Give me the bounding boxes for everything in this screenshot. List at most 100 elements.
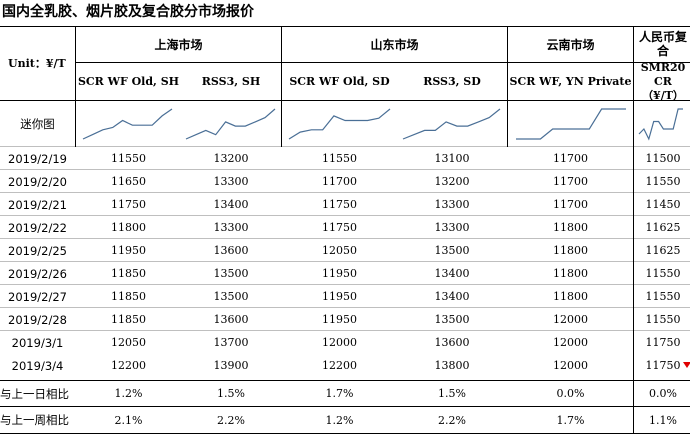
- price-cell: 11625: [645, 221, 681, 234]
- price-cell: 11950: [322, 313, 357, 326]
- price-cell: 13500: [434, 244, 470, 257]
- change-cell: 1.5%: [217, 387, 245, 400]
- change-cell: 1.7%: [556, 413, 585, 427]
- price-cell: 11700: [322, 175, 357, 188]
- price-cell: 11450: [645, 198, 681, 211]
- price-cell: 12200: [322, 359, 357, 372]
- price-cell: 11750: [322, 198, 357, 211]
- price-cell: 13900: [213, 359, 249, 372]
- price-cell: 11850: [111, 267, 146, 280]
- change-cell: 2.2%: [438, 413, 466, 427]
- sparkline-row-label: 迷你图: [20, 116, 55, 131]
- price-cell: 12200: [111, 359, 146, 372]
- sparkline-smr20: [638, 108, 683, 141]
- sparkline-scr-wf-sd: [288, 108, 391, 140]
- price-cell: 13300: [213, 175, 249, 188]
- price-cell: 13400: [434, 267, 470, 280]
- group-header-shandong: 山东市场: [370, 37, 419, 52]
- row-date: 2019/2/25: [8, 243, 67, 258]
- price-cell: 11550: [645, 290, 681, 303]
- group-header-yunnan: 云南市场: [546, 37, 595, 52]
- change-cell: 0.0%: [649, 387, 677, 400]
- price-cell: 11800: [553, 244, 588, 257]
- change-cell: 2.2%: [217, 413, 245, 427]
- row-date: 2019/2/19: [8, 151, 67, 166]
- row-date: 2019/2/22: [8, 220, 67, 235]
- change-cell: 0.0%: [556, 387, 585, 400]
- price-cell: 11800: [111, 221, 146, 234]
- price-cell: 12050: [322, 244, 357, 257]
- price-cell: 11550: [645, 175, 681, 188]
- sparkline-scr-wf-yn: [516, 108, 626, 140]
- price-table: Unit：¥/T 上海市场 山东市场 云南市场 人民币复合 SCR WF Old…: [0, 26, 690, 434]
- price-cell: 13500: [213, 290, 249, 303]
- price-cell: 12050: [111, 336, 146, 349]
- price-cell: 11950: [322, 267, 357, 280]
- column-header-rss3-sd: RSS3, SD: [423, 75, 481, 88]
- summary-label: 与上一日相比: [0, 386, 69, 401]
- price-cell: 13600: [213, 244, 249, 257]
- price-cell: 13700: [213, 336, 249, 349]
- price-cell: 11850: [111, 290, 146, 303]
- price-cell: 11800: [553, 221, 588, 234]
- change-cell: 2.1%: [114, 413, 143, 427]
- page-title: 国内全乳胶、烟片胶及复合胶分市场报价: [2, 4, 254, 20]
- price-cell: 13600: [434, 336, 470, 349]
- marker-icon: [683, 362, 690, 368]
- price-cell: 11800: [553, 290, 588, 303]
- price-cell: 13400: [434, 290, 470, 303]
- price-cell: 13200: [213, 152, 249, 165]
- sparkline-rss3-sd: [402, 108, 501, 140]
- price-cell: 13100: [434, 152, 470, 165]
- price-cell: 11550: [645, 267, 681, 280]
- row-date: 2019/2/28: [8, 312, 67, 327]
- price-cell: 11625: [645, 244, 681, 257]
- price-cell: 11750: [111, 198, 146, 211]
- price-cell: 12000: [553, 313, 588, 326]
- price-cell: 13500: [434, 313, 470, 326]
- column-header-scr-wf-sh: SCR WF Old, SH: [77, 75, 180, 88]
- change-cell: 1.2%: [114, 387, 143, 400]
- price-cell: 13200: [434, 175, 470, 188]
- price-cell: 11650: [111, 175, 146, 188]
- price-cell: 11700: [553, 198, 588, 211]
- column-header-scr-wf-yn: SCR WF, YN Private: [509, 75, 632, 88]
- row-date: 2019/3/4: [11, 358, 64, 373]
- row-date: 2019/2/21: [8, 197, 67, 212]
- price-cell: 11750: [645, 336, 681, 349]
- row-date: 2019/2/27: [8, 289, 67, 304]
- group-header-shanghai: 上海市场: [154, 37, 203, 52]
- unit-label: Unit：¥/T: [8, 57, 66, 70]
- price-cell: 11550: [111, 152, 146, 165]
- price-cell: 11750: [322, 221, 357, 234]
- price-cell: 11500: [645, 152, 681, 165]
- change-cell: 1.5%: [438, 387, 466, 400]
- price-cell: 11550: [322, 152, 357, 165]
- price-cell: 11950: [322, 290, 357, 303]
- row-date: 2019/2/20: [8, 174, 67, 189]
- price-cell: 11750: [645, 359, 681, 372]
- group-header-rmb-composite: 人民币复合: [638, 30, 687, 58]
- column-header-scr-wf-sd: SCR WF Old, SD: [289, 75, 390, 88]
- price-cell: 11850: [111, 313, 146, 326]
- column-header-rss3-sh: RSS3, SH: [201, 75, 261, 88]
- price-cell: 13300: [213, 221, 249, 234]
- price-cell: 12000: [322, 336, 357, 349]
- price-cell: 13400: [213, 198, 249, 211]
- row-date: 2019/2/26: [8, 266, 67, 281]
- price-cell: 13600: [213, 313, 249, 326]
- sparkline-rss3-sh: [185, 108, 276, 140]
- price-cell: 11700: [553, 152, 588, 165]
- price-cell: 13300: [434, 221, 470, 234]
- price-cell: 12000: [553, 359, 588, 372]
- summary-label: 与上一周相比: [0, 413, 69, 427]
- price-cell: 11700: [553, 175, 588, 188]
- price-cell: 13500: [213, 267, 249, 280]
- price-cell: 11950: [111, 244, 146, 257]
- change-cell: 1.2%: [325, 413, 354, 427]
- row-date: 2019/3/1: [11, 335, 64, 350]
- change-cell: 1.7%: [325, 387, 354, 400]
- price-cell: 11550: [645, 313, 681, 326]
- sparkline-scr-wf-sh: [82, 108, 173, 140]
- change-cell: 1.1%: [649, 413, 677, 427]
